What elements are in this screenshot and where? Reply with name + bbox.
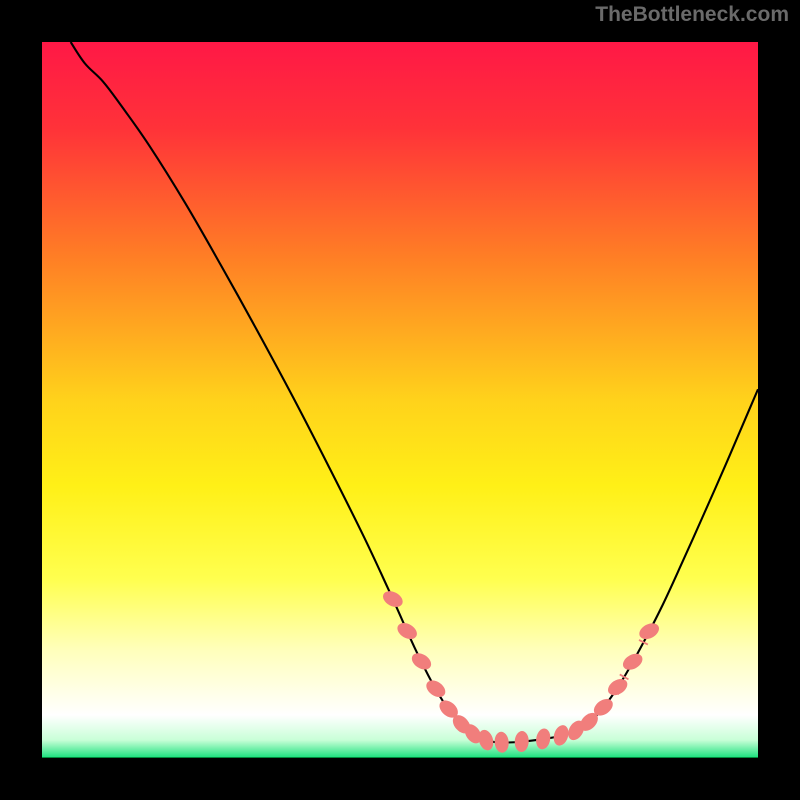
bottleneck-chart: TheBottleneck.com <box>0 0 800 800</box>
chart-background <box>42 42 758 758</box>
watermark-text: TheBottleneck.com <box>595 3 789 26</box>
